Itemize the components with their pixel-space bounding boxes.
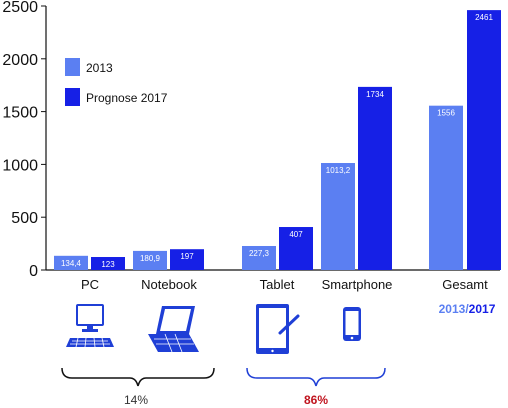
legend-label-2017: Prognose 2017 <box>86 91 168 105</box>
desktop-pc-icon <box>66 304 114 348</box>
tablet-icon <box>256 304 300 354</box>
bar-value-label: 227,3 <box>249 249 270 258</box>
bars: 134,4 180,9 227,3 1013,2 1556 123 197 407 1734 24… <box>54 10 501 270</box>
bar-value-label: 1013,2 <box>326 166 351 175</box>
category-label-notebook: Notebook <box>141 277 197 292</box>
year-2013-label: 2013 <box>439 302 466 316</box>
right-share-label: 86% <box>304 393 328 407</box>
bar-value-label: 1556 <box>437 109 455 118</box>
legend-label-2013: 2013 <box>86 61 113 75</box>
category-labels: PC Notebook Tablet Smartphone Gesamt <box>81 277 488 292</box>
bar-2017-gesamt <box>467 10 501 270</box>
y-tick-label: 1500 <box>2 105 38 122</box>
year-2017-label: 2017 <box>469 302 496 316</box>
bar-value-label: 1734 <box>366 90 384 99</box>
bar-2013-notebook <box>133 250 167 270</box>
legend-swatch-2017 <box>65 88 80 106</box>
laptop-icon <box>148 306 199 353</box>
bar-value-label: 180,9 <box>140 254 161 263</box>
bar-value-label: 197 <box>180 252 194 261</box>
bar-value-label: 123 <box>101 260 115 269</box>
bar-2013-smartphone <box>321 163 355 270</box>
bar-2017-tablet <box>279 227 313 270</box>
bar-2013-gesamt <box>429 105 463 270</box>
bar-2017-notebook <box>170 249 204 270</box>
bar-value-label: 2461 <box>475 13 493 22</box>
category-label-gesamt: Gesamt <box>442 277 488 292</box>
y-tick-label: 2500 <box>2 0 38 16</box>
bar-2013-pc <box>54 255 88 270</box>
year-annotation: 2013/2017 <box>439 302 496 316</box>
right-brace <box>246 367 386 387</box>
smartphone-icon <box>343 307 361 341</box>
year-slash: / <box>465 302 469 316</box>
bar-2013-tablet <box>242 245 276 270</box>
bar-value-label: 407 <box>289 230 303 239</box>
category-label-tablet: Tablet <box>260 277 295 292</box>
legend-swatch-2013 <box>65 58 80 76</box>
left-brace <box>61 367 215 387</box>
y-tick-label: 1000 <box>2 157 38 174</box>
bar-2017-pc <box>91 257 125 270</box>
y-tick-label: 2000 <box>2 52 38 69</box>
category-label-pc: PC <box>81 277 99 292</box>
bar-2017-smartphone <box>358 86 392 270</box>
y-tick-label: 500 <box>11 210 38 227</box>
left-share-label: 14% <box>124 393 148 407</box>
bar-value-label: 134,4 <box>61 259 82 268</box>
legend: 2013 Prognose 2017 <box>65 58 168 106</box>
y-tick-label: 0 <box>29 263 38 280</box>
category-label-smartphone: Smartphone <box>322 277 393 292</box>
y-axis-ticks: 0 500 1000 1500 2000 2500 <box>2 0 47 280</box>
